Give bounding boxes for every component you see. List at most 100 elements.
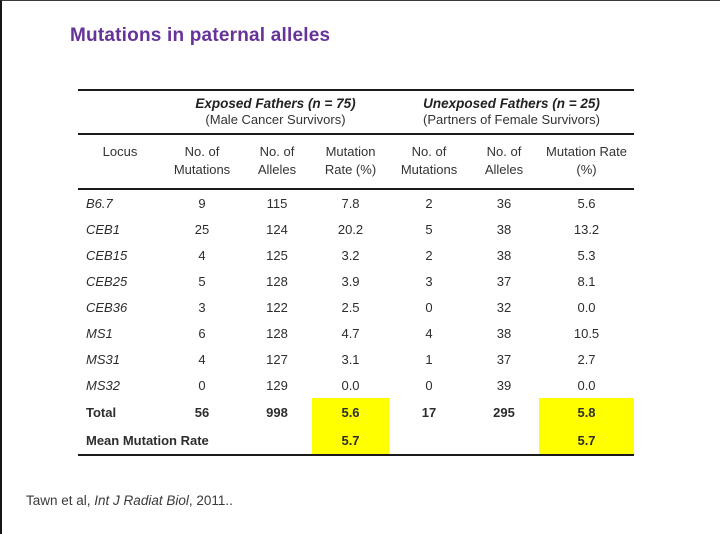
empty-cell [389,426,469,455]
value-cell: 4 [425,325,433,341]
column-header-alleles-exposed: No. of Alleles [242,134,312,191]
value-cell: 2.7 [577,351,596,367]
value-cell: 9 [198,195,206,211]
group-header-unexposed: Unexposed Fathers (n = 25) (Partners of … [389,90,635,135]
value-cell: 25 [194,221,210,237]
value-cell: 128 [266,273,288,289]
mean-rate-label: Mean Mutation Rate [86,432,209,448]
value-cell: 2 [425,247,433,263]
value-cell: 36 [496,195,512,211]
value-cell: 4 [198,351,206,367]
group-subtitle-exposed: (Male Cancer Survivors) [205,112,346,127]
value-cell: 0 [425,377,433,393]
value-cell: 0 [425,299,433,315]
column-header-rate-exposed: Mutation Rate (%) [312,134,390,191]
column-header-row: Locus No. of Mutations No. of Alleles Mu… [78,134,635,191]
value-cell: 13.2 [573,221,600,237]
value-cell: 1 [425,351,433,367]
total-value-cell: 17 [421,404,437,420]
locus-cell: MS32 [86,377,120,393]
value-cell: 37 [496,273,512,289]
value-cell: 38 [496,325,512,341]
citation-year: , 2011.. [188,493,233,508]
group-header-spacer [78,90,162,135]
locus-cell: MS1 [86,325,113,341]
column-header-locus: Locus [78,134,162,191]
mean-rate-unexposed-highlight: 5.7 [539,426,635,456]
table-row: MS32 0 129 0.0 0 39 0.0 [78,372,634,398]
value-cell: 20.2 [337,221,364,237]
value-cell: 5.6 [577,195,596,211]
value-cell: 39 [496,377,512,393]
value-cell: 38 [496,247,512,263]
value-cell: 5.3 [577,247,596,263]
column-header-mutations-unexposed: No. of Mutations [389,134,470,191]
value-cell: 128 [266,325,288,341]
locus-cell: CEB36 [86,299,128,315]
page-title: Mutations in paternal alleles [70,25,331,46]
total-rate-unexposed-highlight: 5.8 [539,398,635,427]
table-row: B6.7 9 115 7.8 2 36 5.6 [78,189,634,216]
value-cell: 37 [496,351,512,367]
value-cell: 127 [266,351,288,367]
group-header-row: Exposed Fathers (n = 75) (Male Cancer Su… [78,90,635,135]
group-subtitle-unexposed: (Partners of Female Survivors) [423,112,601,127]
total-row: Total 56 998 5.6 17 295 5.8 [78,398,635,427]
empty-cell [469,426,539,455]
locus-cell: CEB15 [86,247,128,263]
value-cell: 4.7 [341,325,360,341]
empty-cell [242,426,312,455]
value-cell: 125 [266,247,288,263]
value-cell: 5 [198,273,206,289]
value-cell: 2.5 [341,299,360,315]
total-value-cell: 295 [493,404,515,420]
value-cell: 115 [266,195,288,211]
value-cell: 0.0 [341,377,360,393]
total-value-cell: 56 [194,404,210,420]
value-cell: 122 [266,299,288,315]
locus-cell: CEB25 [86,273,128,289]
total-rate-exposed-highlight: 5.6 [312,398,390,427]
value-cell: 5 [425,221,433,237]
value-cell: 0 [198,377,206,393]
value-cell: 10.5 [573,325,600,341]
value-cell: 38 [496,221,512,237]
group-title-unexposed: Unexposed Fathers (n = 25) [423,96,600,111]
value-cell: 2 [425,195,433,211]
value-cell: 7.8 [341,195,360,211]
mean-rate-exposed-highlight: 5.7 [312,426,390,456]
locus-cell: B6.7 [86,195,113,211]
mutations-table: Exposed Fathers (n = 75) (Male Cancer Su… [78,89,635,457]
column-header-rate-unexposed: Mutation Rate (%) [539,134,635,191]
value-cell: 124 [266,221,288,237]
column-header-alleles-unexposed: No. of Alleles [469,134,540,191]
table-row: CEB1 25 124 20.2 5 38 13.2 [78,216,634,242]
total-label: Total [86,404,117,420]
value-cell: 6 [198,325,206,341]
table-row: CEB15 4 125 3.2 2 38 5.3 [78,242,634,268]
value-cell: 4 [198,247,206,263]
locus-cell: CEB1 [86,221,120,237]
value-cell: 129 [266,377,288,393]
citation-journal: Int J Radiat Biol [94,493,189,508]
table-row: MS1 6 128 4.7 4 38 10.5 [78,320,634,346]
value-cell: 3.9 [341,273,360,289]
value-cell: 3.2 [341,247,360,263]
table-row: MS31 4 127 3.1 1 37 2.7 [78,346,634,372]
group-title-exposed: Exposed Fathers (n = 75) [195,96,356,111]
value-cell: 3 [198,299,206,315]
locus-cell: MS31 [86,351,120,367]
column-header-mutations-exposed: No. of Mutations [162,134,242,191]
table-row: CEB25 5 128 3.9 3 37 8.1 [78,268,634,294]
value-cell: 3 [425,273,433,289]
total-value-cell: 998 [266,404,288,420]
citation: Tawn et al, Int J Radiat Biol, 2011.. [26,493,233,508]
table-row: CEB36 3 122 2.5 0 32 0.0 [78,294,634,320]
value-cell: 8.1 [577,273,596,289]
group-header-exposed: Exposed Fathers (n = 75) (Male Cancer Su… [162,90,390,135]
value-cell: 0.0 [577,299,596,315]
value-cell: 32 [496,299,512,315]
value-cell: 3.1 [341,351,360,367]
mean-rate-row: Mean Mutation Rate 5.7 5.7 [78,426,635,456]
